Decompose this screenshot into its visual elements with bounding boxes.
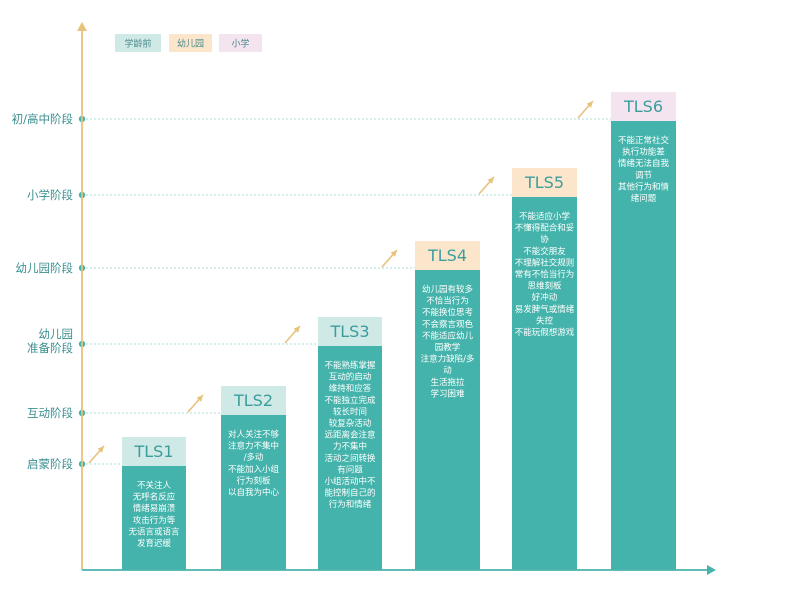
- bar-header: [318, 317, 382, 346]
- bar-header: [122, 437, 186, 466]
- bar-category-label: TLS5: [524, 173, 564, 192]
- bar-description: 幼儿园有较多不恰当行为不能换位思考不会察言观色不能适应幼儿园教学注意力缺陷/多动…: [421, 284, 475, 399]
- bar-description: 不能熟练掌握互动的启动维持和应答不能独立完成较长时间较复杂活动远距离会注意力不集…: [324, 360, 376, 510]
- bar-header: [221, 386, 286, 415]
- legend-label: 小学: [231, 38, 249, 50]
- growth-arrows: [88, 100, 594, 464]
- bar: [221, 415, 286, 570]
- x-axis-arrowhead: [707, 565, 716, 575]
- bar-description: 对人关注不够注意力不集中/多动不能加入小组行为刻板以自我为中心: [228, 429, 280, 498]
- legend-swatch: [115, 34, 161, 52]
- y-level-label: 幼儿园准备阶段: [27, 327, 73, 355]
- growth-arrowhead: [390, 250, 397, 257]
- bar: [611, 121, 676, 570]
- y-level-label: 幼儿园阶段: [16, 261, 74, 275]
- legend-swatch: [219, 34, 262, 52]
- y-level-label: 小学阶段: [27, 188, 73, 202]
- y-level-label: 启蒙阶段: [27, 457, 73, 471]
- bar-description: 不能适应小学不懂得配合和妥协不能交朋友不理解社交规则常有不恰当行为思维刻板好冲动…: [515, 211, 575, 338]
- legend-label: 学龄前: [124, 38, 151, 50]
- growth-arrowhead: [586, 101, 593, 108]
- y-axis-arrowhead: [77, 22, 87, 31]
- bar: [512, 197, 577, 570]
- y-level-label: 初/高中阶段: [12, 112, 74, 126]
- bar-category-label: TLS6: [623, 97, 663, 116]
- growth-arrowhead: [97, 446, 104, 453]
- bar-header: [611, 92, 676, 121]
- bar-category-label: TLS1: [133, 442, 173, 461]
- axes: [77, 22, 716, 575]
- bar-header: [512, 168, 577, 197]
- legend: 学龄前 幼儿园 小学: [115, 34, 262, 52]
- bars: TLS1 不关注人无呼名反应情绪易崩溃攻击行为等无语言或语言发育迟缓 TLS2 对人关…: [122, 92, 676, 570]
- y-axis-labels: 启蒙阶段 互动阶段 幼儿园准备阶段 幼儿园阶段 小学阶段 初/高中阶段: [12, 112, 74, 471]
- bar-category-label: TLS2: [233, 391, 273, 410]
- legend-label: 幼儿园: [177, 38, 204, 50]
- growth-arrowhead: [487, 177, 494, 184]
- bar-category-label: TLS3: [329, 322, 369, 341]
- legend-swatch: [169, 34, 212, 52]
- growth-arrowhead: [293, 326, 300, 333]
- bar-description: 不关注人无呼名反应情绪易崩溃攻击行为等无语言或语言发育迟缓: [128, 480, 180, 549]
- bar: [318, 346, 382, 570]
- bar-category-label: TLS4: [427, 246, 467, 265]
- bar: [122, 466, 186, 570]
- bar-header: [415, 241, 480, 270]
- bar-description: 不能正常社交执行功能差情绪无法自我调节其他行为和情绪问题: [618, 135, 670, 204]
- y-level-label: 互动阶段: [27, 406, 73, 420]
- growth-arrowhead: [196, 395, 203, 402]
- bar: [415, 270, 480, 570]
